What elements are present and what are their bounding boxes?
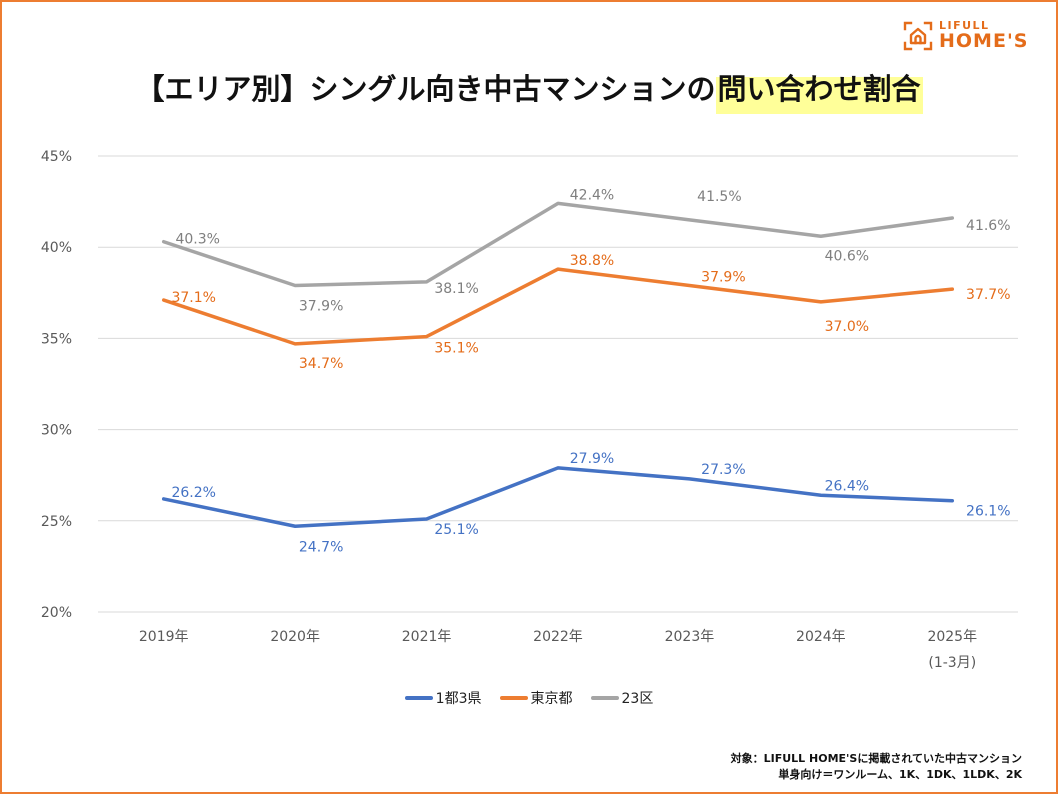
series-line-0 <box>161 466 955 529</box>
legend-label: 23区 <box>621 691 654 707</box>
legend-swatch-orange <box>499 696 528 700</box>
data-label: 41.5% <box>697 189 741 205</box>
y-tick-label: 20% <box>41 605 72 621</box>
legend-item-tokyo: 東京都 <box>499 688 573 708</box>
data-label: 25.1% <box>434 522 478 538</box>
x-tick-label: 2020年 <box>270 629 320 645</box>
data-label: 38.8% <box>570 253 614 269</box>
legend: 1都3県 東京都 23区 <box>0 688 1058 708</box>
series-line-2 <box>161 201 955 288</box>
data-labels: 26.2% 24.7% 25.1% 27.9% 27.3% 26.4% 26.1% 37.1%… <box>171 187 1010 555</box>
brand-name-bottom: HOME'S <box>939 30 1029 52</box>
x-tick-label: 2024年 <box>796 629 846 645</box>
data-label: 38.1% <box>434 281 478 297</box>
data-label: 37.7% <box>966 287 1010 303</box>
chart-title-highlight: 問い合わせ割合 <box>715 72 923 114</box>
x-tick-label: 2019年 <box>139 629 189 645</box>
series-line-1 <box>161 267 955 346</box>
data-label: 35.1% <box>434 341 478 357</box>
data-label: 27.3% <box>701 462 745 478</box>
gridlines <box>98 155 1018 613</box>
brand-logo: LIFULL HOME'S <box>903 20 1028 51</box>
y-tick-label: 35% <box>41 331 72 347</box>
footnote: 対象：LIFULL HOME'Sに掲載されていた中古マンション 単身向け＝ワンル… <box>731 751 1022 783</box>
x-tick-label: 2023年 <box>665 629 715 645</box>
data-label: 26.1% <box>966 504 1010 520</box>
y-axis-ticks: 20% 25% 30% 35% 40% 45% <box>41 149 72 621</box>
data-label: 40.6% <box>825 248 869 264</box>
chart-title-main: 【エリア別】シングル向き中古マンションの <box>135 72 716 106</box>
brand-name-top: LIFULL <box>939 19 990 32</box>
data-label: 34.7% <box>299 356 343 372</box>
x-axis-ticks: 2019年 2020年 2021年 2022年 2023年 2024年 2025年 (1-3月… <box>139 629 977 671</box>
x-tick-label: 2022年 <box>533 629 583 645</box>
data-label: 27.9% <box>570 451 614 467</box>
data-label: 42.4% <box>570 187 614 203</box>
data-label: 37.9% <box>701 270 745 286</box>
legend-item-1to3: 1都3県 <box>404 688 482 708</box>
legend-label: 東京都 <box>530 691 573 707</box>
footnote-line-1: 対象：LIFULL HOME'Sに掲載されていた中古マンション <box>730 752 1022 765</box>
legend-swatch-gray <box>590 696 619 700</box>
data-label: 24.7% <box>299 539 343 555</box>
x-tick-sublabel: (1-3月) <box>928 655 976 671</box>
data-label: 37.0% <box>825 319 869 335</box>
series-lines <box>161 201 955 529</box>
legend-label: 1都3県 <box>435 691 482 707</box>
data-label: 41.6% <box>966 218 1010 234</box>
data-label: 26.2% <box>171 485 215 501</box>
data-label: 26.4% <box>825 478 869 494</box>
data-label: 37.1% <box>171 290 215 306</box>
y-tick-label: 30% <box>41 423 72 439</box>
chart-title: 【エリア別】シングル向き中古マンションの問い合わせ割合 <box>0 66 1058 114</box>
legend-swatch-blue <box>404 696 433 700</box>
x-tick-label: 2025年 <box>927 629 977 645</box>
data-label: 40.3% <box>175 232 219 248</box>
y-tick-label: 40% <box>41 240 72 256</box>
x-tick-label: 2021年 <box>402 629 452 645</box>
y-tick-label: 45% <box>41 149 72 165</box>
footnote-line-2: 単身向け＝ワンルーム、1K、1DK、1LDK、2K <box>778 768 1022 781</box>
house-in-frame-icon <box>903 21 933 50</box>
data-label: 37.9% <box>299 299 343 315</box>
y-tick-label: 25% <box>41 514 72 530</box>
legend-item-23ku: 23区 <box>590 688 654 708</box>
